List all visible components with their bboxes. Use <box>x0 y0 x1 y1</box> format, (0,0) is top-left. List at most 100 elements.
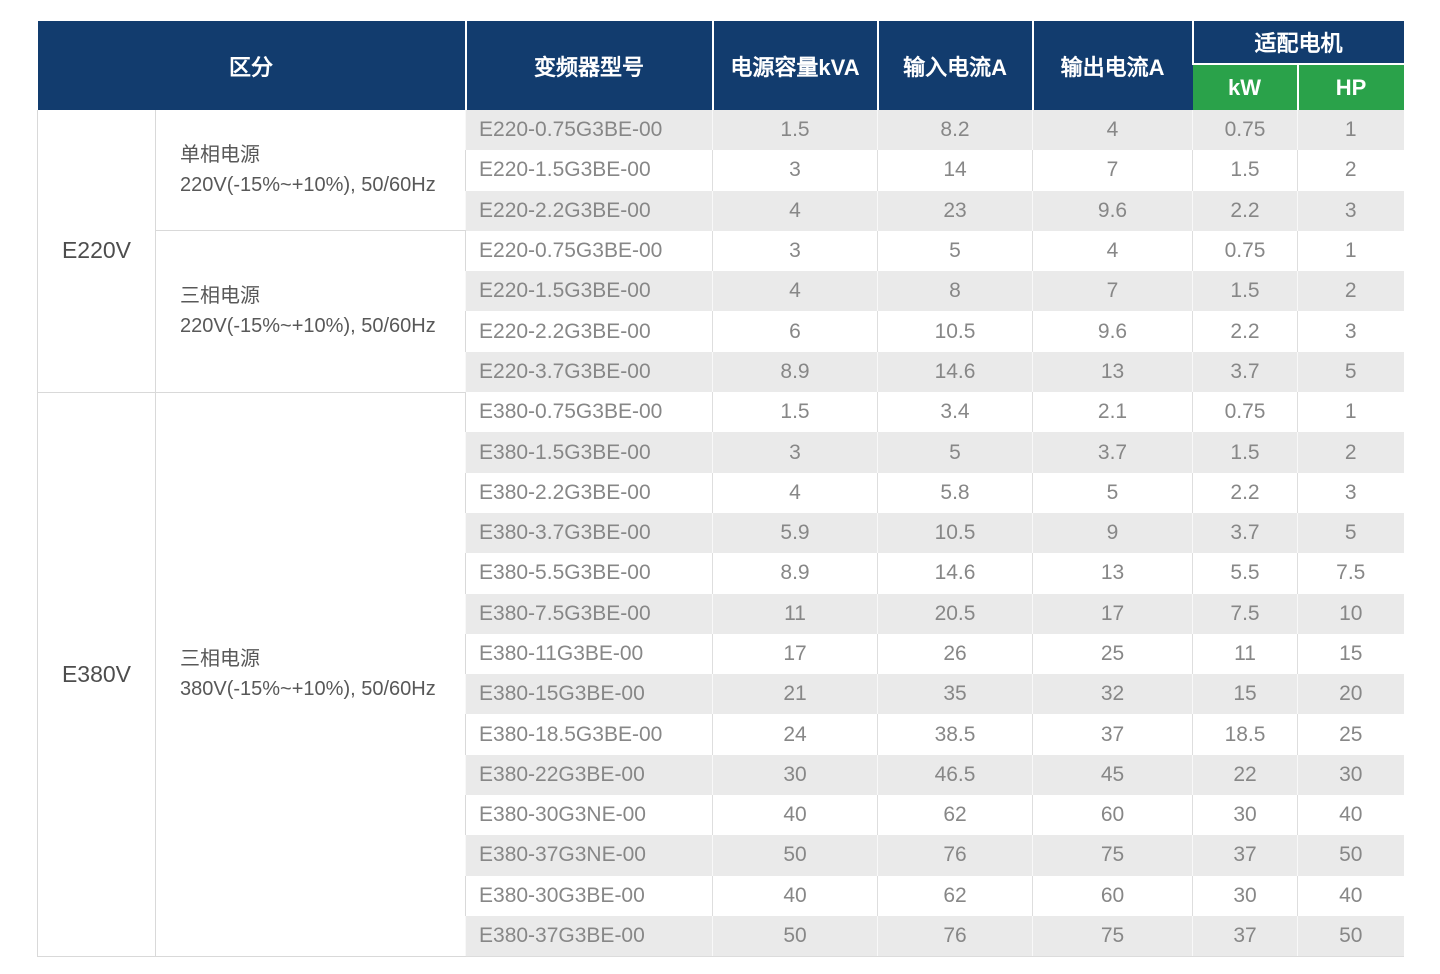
capacity-cell: 50 <box>712 835 878 876</box>
motor-hp-cell: 50 <box>1297 835 1404 876</box>
header-motor: 适配电机 <box>1191 21 1404 64</box>
capacity-cell: 21 <box>712 674 878 715</box>
output-current-cell: 3.7 <box>1032 432 1193 473</box>
phase-line2: 220V(-15%~+10%), 50/60Hz <box>180 174 436 197</box>
header-output-current: 输出电流A <box>1031 21 1193 110</box>
input-current-cell: 8 <box>877 271 1033 312</box>
input-current-cell: 8.2 <box>877 110 1033 151</box>
capacity-cell: 1.5 <box>712 110 878 151</box>
model-cell: E380-18.5G3BE-00 <box>465 714 713 755</box>
model-cell: E220-1.5G3BE-00 <box>465 150 713 191</box>
motor-kw-cell: 37 <box>1192 835 1298 876</box>
capacity-cell: 3 <box>712 432 878 473</box>
model-cell: E380-37G3BE-00 <box>465 915 713 957</box>
model-cell: E380-37G3NE-00 <box>465 835 713 876</box>
capacity-cell: 50 <box>712 915 878 957</box>
output-current-cell: 13 <box>1032 553 1193 594</box>
output-current-cell: 37 <box>1032 714 1193 755</box>
inverter-spec-table: 区分 变频器型号 电源容量kVA 输入电流A 输出电流A 适配电机 kW HP … <box>37 21 1404 957</box>
capacity-cell: 6 <box>712 311 878 352</box>
capacity-cell: 30 <box>712 754 878 796</box>
input-current-cell: 3.4 <box>877 392 1033 433</box>
phase-line1: 三相电源 <box>180 648 260 671</box>
motor-hp-cell: 20 <box>1297 674 1404 715</box>
motor-hp-cell: 10 <box>1297 593 1404 634</box>
output-current-cell: 13 <box>1032 351 1193 393</box>
table-row: E380-30G3NE-00 40 62 60 30 40 <box>38 795 1404 836</box>
motor-hp-cell: 3 <box>1297 311 1404 352</box>
model-cell: E220-0.75G3BE-00 <box>465 230 713 272</box>
motor-kw-cell: 1.5 <box>1192 271 1298 312</box>
table-row: E220V 单相电源 220V(-15%~+10%), 50/60Hz E220-0.… <box>37 110 1404 393</box>
capacity-cell: 24 <box>712 714 878 755</box>
capacity-cell: 3 <box>712 230 878 272</box>
motor-hp-cell: 3 <box>1297 190 1404 231</box>
output-current-cell: 7 <box>1032 150 1193 191</box>
input-current-cell: 5.8 <box>877 472 1033 513</box>
motor-hp-cell: 1 <box>1297 392 1404 433</box>
motor-kw-cell: 7.5 <box>1192 593 1298 634</box>
input-current-cell: 5 <box>877 432 1033 473</box>
output-current-cell: 2.1 <box>1032 392 1193 433</box>
input-current-cell: 14.6 <box>877 553 1033 594</box>
table-row: E220-1.5G3BE-00 4 8 7 1.5 2 <box>38 271 1404 312</box>
motor-kw-cell: 3.7 <box>1192 512 1298 554</box>
inverter-spec-table-wrap: 区分 变频器型号 电源容量kVA 输入电流A 输出电流A 适配电机 kW HP … <box>37 21 1404 957</box>
motor-kw-cell: 18.5 <box>1192 714 1298 755</box>
motor-hp-cell: 2 <box>1297 432 1404 473</box>
motor-hp-cell: 1 <box>1297 230 1404 272</box>
model-cell: E220-2.2G3BE-00 <box>465 190 713 231</box>
output-current-cell: 60 <box>1032 875 1193 916</box>
capacity-cell: 4 <box>712 472 878 513</box>
input-current-cell: 46.5 <box>877 754 1033 796</box>
phase-group-cell: 三相电源 380V(-15%~+10%), 50/60Hz <box>154 392 466 957</box>
motor-kw-cell: 37 <box>1192 915 1298 957</box>
header-motor-hp: HP <box>1296 63 1404 110</box>
input-current-cell: 26 <box>877 633 1033 675</box>
motor-kw-cell: 11 <box>1192 633 1298 675</box>
output-current-cell: 4 <box>1032 110 1193 151</box>
input-current-cell: 38.5 <box>877 714 1033 755</box>
table-row: E380-37G3NE-00 50 76 75 37 50 <box>38 835 1404 876</box>
table-row: E380-15G3BE-00 21 35 32 15 20 <box>38 674 1404 715</box>
output-current-cell: 9.6 <box>1032 190 1193 231</box>
header-capacity: 电源容量kVA <box>711 21 878 110</box>
table-row: E220-1.5G3BE-00 3 14 7 1.5 2 <box>38 150 1404 191</box>
model-cell: E220-3.7G3BE-00 <box>465 351 713 393</box>
motor-hp-cell: 3 <box>1297 472 1404 513</box>
model-cell: E380-3.7G3BE-00 <box>465 512 713 554</box>
input-current-cell: 76 <box>877 835 1033 876</box>
phase-line1: 单相电源 <box>180 144 260 167</box>
model-cell: E380-2.2G3BE-00 <box>465 472 713 513</box>
output-current-cell: 75 <box>1032 915 1193 957</box>
output-current-cell: 45 <box>1032 754 1193 796</box>
motor-kw-cell: 2.2 <box>1192 311 1298 352</box>
model-cell: E380-30G3NE-00 <box>465 795 713 836</box>
output-current-cell: 25 <box>1032 633 1193 675</box>
input-current-cell: 5 <box>877 230 1033 272</box>
model-cell: E380-30G3BE-00 <box>465 875 713 916</box>
table-row: E380-11G3BE-00 17 26 25 11 15 <box>38 633 1404 675</box>
motor-hp-cell: 40 <box>1297 875 1404 916</box>
model-cell: E220-1.5G3BE-00 <box>465 271 713 312</box>
voltage-group-cell: E380V <box>37 392 156 957</box>
voltage-group-cell: E220V <box>37 110 156 393</box>
header-motor-kw: kW <box>1192 63 1298 110</box>
table-row: E380-18.5G3BE-00 24 38.5 37 18.5 25 <box>38 714 1404 755</box>
motor-hp-cell: 50 <box>1297 915 1404 957</box>
model-cell: E380-11G3BE-00 <box>465 633 713 675</box>
motor-kw-cell: 1.5 <box>1192 432 1298 473</box>
table-row: 三相电源 220V(-15%~+10%), 50/60Hz E220-0.75G3B… <box>38 230 1404 393</box>
phase-line1: 三相电源 <box>180 285 260 308</box>
table-row: E380V 三相电源 380V(-15%~+10%), 50/60Hz E380-0.… <box>37 392 1404 957</box>
motor-kw-cell: 22 <box>1192 754 1298 796</box>
table-header: 区分 变频器型号 电源容量kVA 输入电流A 输出电流A 适配电机 kW HP <box>37 21 1404 110</box>
model-cell: E380-15G3BE-00 <box>465 674 713 715</box>
header-category: 区分 <box>37 21 466 110</box>
motor-hp-cell: 7.5 <box>1297 553 1404 594</box>
table-row: E220-3.7G3BE-00 8.9 14.6 13 3.7 5 <box>38 351 1404 393</box>
input-current-cell: 35 <box>877 674 1033 715</box>
header-input-current: 输入电流A <box>876 21 1033 110</box>
output-current-cell: 9.6 <box>1032 311 1193 352</box>
output-current-cell: 17 <box>1032 593 1193 634</box>
